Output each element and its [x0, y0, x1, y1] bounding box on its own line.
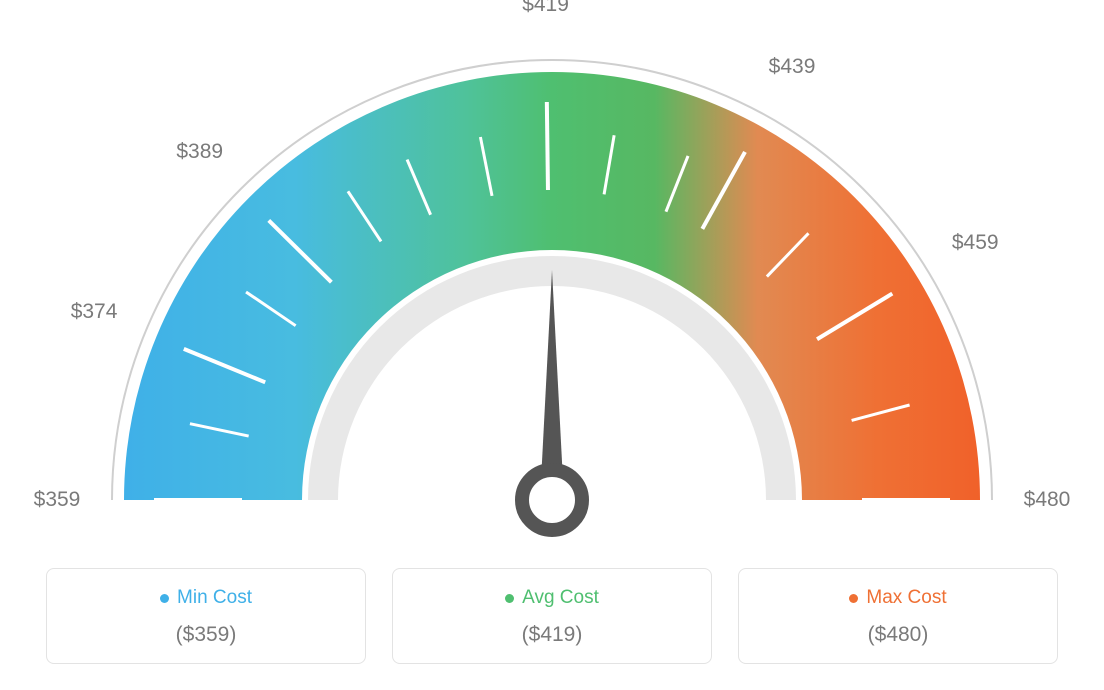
legend-card-min: Min Cost ($359): [46, 568, 366, 664]
legend-card-avg: Avg Cost ($419): [392, 568, 712, 664]
legend-dot-min: [160, 594, 169, 603]
gauge-tick-label: $459: [952, 231, 999, 255]
legend-label-min: Min Cost: [177, 587, 252, 609]
legend-title-avg: Avg Cost: [505, 587, 599, 609]
gauge-tick-label: $389: [176, 140, 223, 164]
legend-dot-max: [849, 594, 858, 603]
gauge-svg: [0, 0, 1104, 560]
legend-label-avg: Avg Cost: [522, 587, 599, 609]
gauge-needle-hub: [522, 470, 582, 530]
legend-value-avg: ($419): [403, 623, 701, 647]
legend-row: Min Cost ($359) Avg Cost ($419) Max Cost…: [0, 568, 1104, 664]
legend-label-max: Max Cost: [866, 587, 946, 609]
legend-value-max: ($480): [749, 623, 1047, 647]
legend-title-min: Min Cost: [160, 587, 252, 609]
gauge-tick-label: $374: [71, 300, 118, 324]
legend-card-max: Max Cost ($480): [738, 568, 1058, 664]
gauge-tick-label: $419: [522, 0, 569, 17]
gauge-tick-label: $480: [1024, 488, 1071, 512]
gauge-tick-label: $359: [34, 488, 81, 512]
legend-dot-avg: [505, 594, 514, 603]
gauge-tick-major: [547, 102, 548, 190]
legend-value-min: ($359): [57, 623, 355, 647]
gauge-container: $359 $374 $389 $419 $439 $459 $480: [0, 0, 1104, 560]
legend-title-max: Max Cost: [849, 587, 946, 609]
gauge-tick-label: $439: [769, 55, 816, 79]
